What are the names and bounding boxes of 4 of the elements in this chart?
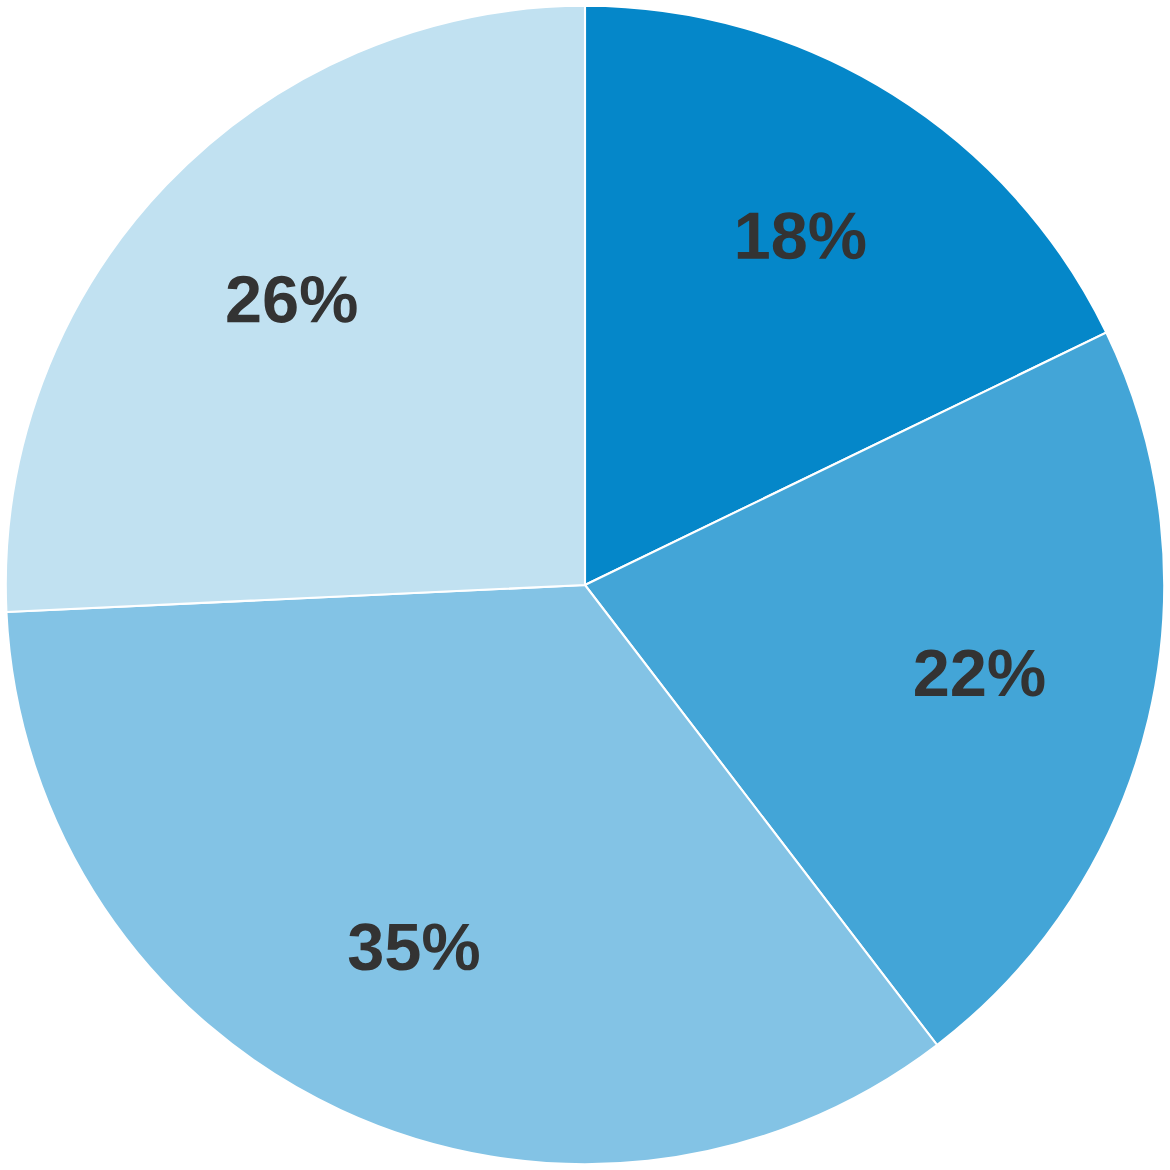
data-label: 18% xyxy=(737,212,866,260)
data-label: 22% xyxy=(915,649,1045,697)
data-label: 26% xyxy=(227,275,357,323)
data-label: 35% xyxy=(348,923,479,971)
